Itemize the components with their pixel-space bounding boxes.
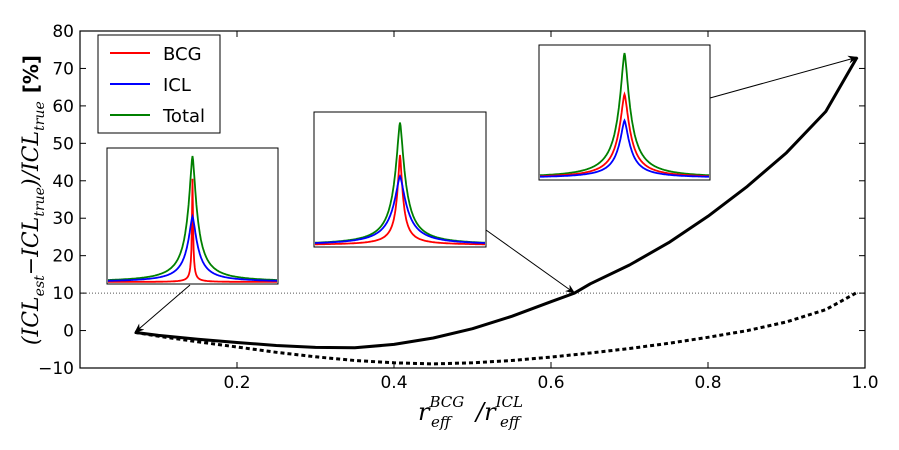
series-layer	[134, 56, 859, 366]
ylabel-sub-est: est	[32, 275, 48, 296]
inset-3-total-curve	[539, 52, 710, 177]
inset-1-icl-curve	[108, 213, 277, 282]
inset-1	[106, 147, 279, 285]
inset-2-bcg-curve	[315, 154, 485, 246]
xlabel-r2: r	[484, 398, 497, 426]
legend: BCG ICL Total	[97, 34, 221, 134]
inset-1-total-curve	[108, 155, 277, 281]
x-tick-label: 0.8	[694, 373, 721, 393]
legend-label-bcg: BCG	[163, 44, 202, 65]
series-dotted-line	[134, 291, 858, 366]
inset-3	[538, 44, 711, 181]
y-axis-ticks: −10 0 10 20 30 40 50 60 70 80	[38, 22, 865, 379]
x-axis-label: rBCG eff /rICL eff	[418, 393, 523, 431]
ylabel-minus: −ICL	[19, 217, 44, 276]
y-tick-label: 20	[52, 247, 74, 267]
y-tick-label: 10	[52, 284, 74, 304]
xlabel-sub1: eff	[431, 413, 453, 431]
ylabel-sub-true2: true	[32, 101, 48, 131]
legend-label-icl: ICL	[163, 75, 191, 96]
y-tick-label: 50	[52, 134, 74, 154]
plot-area	[79, 30, 866, 369]
xlabel-r1: r	[418, 398, 431, 426]
svg-text:/rICL: /rICL	[474, 393, 523, 426]
y-tick-label: 80	[52, 22, 74, 42]
inset-3-icl-curve	[540, 118, 709, 178]
arrow-inset-1	[134, 284, 191, 334]
x-axis-ticks: 0.2 0.4 0.6 0.8 1.0	[223, 31, 879, 393]
legend-label-total: Total	[162, 106, 205, 127]
xlabel-sup2: ICL	[495, 393, 523, 411]
arrow-inset-3	[709, 55, 859, 99]
inset-1-bcg-curve	[108, 178, 277, 283]
xlabel-sup1: BCG	[428, 393, 464, 411]
ylabel-main: (ICL	[19, 296, 44, 345]
svg-text:rBCG: rBCG	[418, 393, 464, 426]
arrow-inset-2	[485, 229, 576, 294]
ylabel-close: )/ICL	[19, 131, 44, 188]
svg-text:(ICLest−ICLtrue)/ICLtrue[%]: (ICLest−ICLtrue)/ICLtrue[%]	[19, 55, 48, 345]
series-solid-line	[134, 56, 859, 350]
xlabel-sub2: eff	[500, 413, 522, 431]
y-tick-label: 60	[52, 97, 74, 117]
y-tick-label: 40	[52, 172, 74, 192]
y-tick-label: 30	[52, 209, 74, 229]
y-tick-label: 0	[63, 322, 74, 342]
ylabel-unit: [%]	[19, 55, 43, 93]
inset-3-bcg-curve	[540, 91, 709, 178]
x-tick-label: 0.6	[537, 373, 564, 393]
x-tick-label: 1.0	[851, 373, 878, 393]
x-tick-label: 0.2	[223, 373, 250, 393]
y-tick-label: 70	[52, 59, 74, 79]
inset-3-frame	[538, 44, 711, 181]
y-tick-label: −10	[38, 359, 74, 379]
axes-frame	[79, 30, 866, 369]
xlabel-slash: /	[474, 398, 487, 426]
inset-2	[313, 111, 487, 248]
arrow-layer	[134, 55, 859, 334]
ylabel-sub-true1: true	[32, 187, 48, 217]
inset-2-icl-curve	[315, 174, 485, 244]
x-tick-label: 0.4	[380, 373, 407, 393]
inset-2-frame	[313, 111, 487, 248]
y-axis-label: (ICLest−ICLtrue)/ICLtrue[%]	[19, 55, 48, 345]
